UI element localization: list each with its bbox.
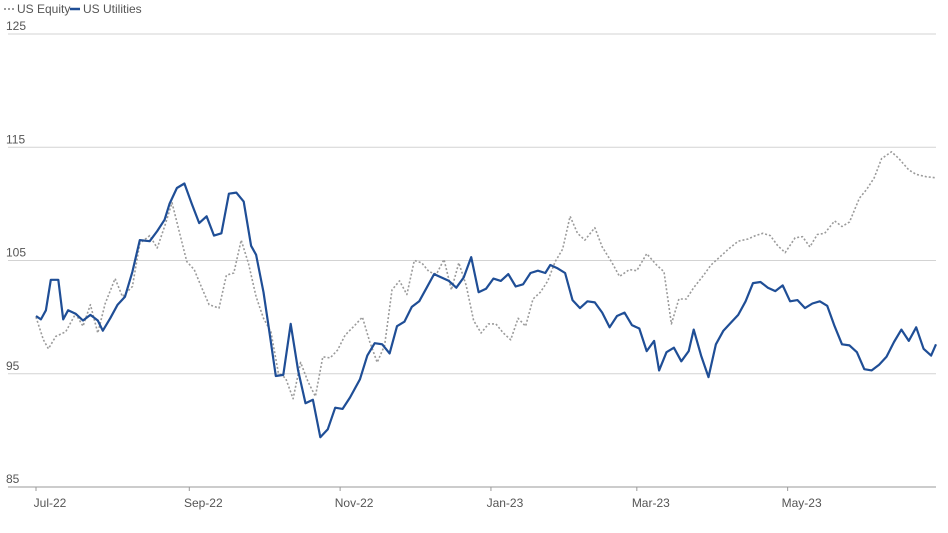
y-tick-label: 95 [6,359,20,373]
y-tick-label: 125 [6,19,26,33]
x-tick-label: Nov-22 [335,496,374,510]
y-axis: 85 95 105 115 125 [6,19,26,486]
y-tick-label: 85 [6,472,20,486]
y-tick-label: 115 [6,132,25,146]
x-axis: Jul-22 Sep-22 Nov-22 Jan-23 Mar-23 May-23 [34,487,822,510]
legend-label: US Utilities [83,2,142,16]
x-tick-label: Jul-22 [34,496,67,510]
x-tick-label: May-23 [782,496,822,510]
legend: US Equity US Utilities [4,2,142,16]
series-lines [35,151,938,439]
series-line-us-equity [35,151,937,400]
y-tick-label: 105 [6,246,26,260]
x-tick-label: Mar-23 [632,496,670,510]
series-line-us-utilities [35,182,938,439]
x-tick-label: Sep-22 [184,496,223,510]
legend-label: US Equity [17,2,70,16]
x-tick-label: Jan-23 [487,496,524,510]
